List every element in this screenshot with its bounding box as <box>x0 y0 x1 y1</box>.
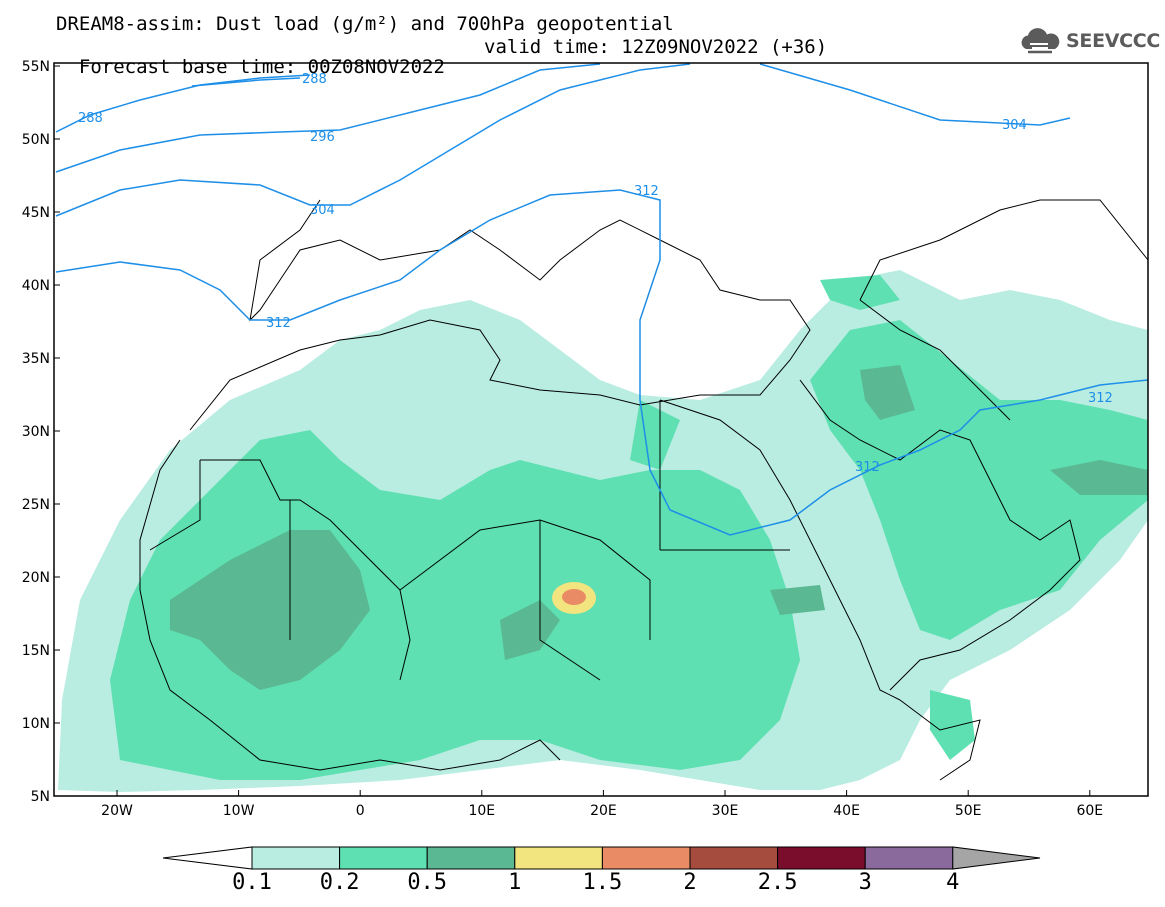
colorbar-segment <box>601 846 691 870</box>
colorbar-label: 2.5 <box>757 870 798 895</box>
lat-label: 55N <box>22 59 50 75</box>
contour-label: 312 <box>634 184 659 199</box>
lon-label: 0 <box>356 803 365 819</box>
lat-label: 20N <box>22 570 50 586</box>
seevccc-logo: SEEVCCC <box>1018 26 1160 56</box>
lat-label: 40N <box>22 278 50 294</box>
lon-label: 40E <box>833 803 860 819</box>
contour-label: 288 <box>302 72 327 87</box>
colorbar <box>162 846 1041 870</box>
contour-label: 312 <box>1088 391 1113 406</box>
colorbar-segment <box>864 846 954 870</box>
colorbar-label: 1 <box>508 870 522 895</box>
contour-label: 288 <box>78 111 103 126</box>
lon-label: 20W <box>101 803 133 819</box>
colorbar-segment <box>689 846 779 870</box>
contour-label: 304 <box>1002 118 1027 133</box>
lat-label: 5N <box>31 789 50 805</box>
contour-label: 304 <box>310 203 335 218</box>
lat-label: 50N <box>22 132 50 148</box>
colorbar-label: 0.2 <box>319 870 360 895</box>
lat-label: 25N <box>22 497 50 513</box>
latitude-axis: 55N 50N 45N 40N 35N 30N 25N 20N 15N 10N 5N <box>22 59 60 805</box>
lat-label: 45N <box>22 205 50 221</box>
lat-label: 35N <box>22 351 50 367</box>
lon-label: 60E <box>1076 803 1103 819</box>
longitude-axis: 20W 10W 0 10E 20E 30E 40E 50E 60E <box>101 790 1103 819</box>
lon-label: 20E <box>590 803 617 819</box>
colorbar-label: 3 <box>858 870 872 895</box>
cloud-icon <box>1021 28 1060 54</box>
colorbar-segment <box>426 846 516 870</box>
colorbar-label: 4 <box>946 870 960 895</box>
colorbar-label: 2 <box>683 870 697 895</box>
lat-label: 10N <box>22 716 50 732</box>
base-time: Forecast base time: 00Z08NOV2022 <box>78 56 445 78</box>
lon-label: 10E <box>468 803 495 819</box>
lon-label: 10W <box>223 803 255 819</box>
colorbar-segment <box>777 846 866 870</box>
contour-label: 312 <box>266 316 291 331</box>
chart-title: DREAM8-assim: Dust load (g/m²) and 700hP… <box>56 13 674 35</box>
map-border <box>53 62 1149 797</box>
contour-labels: 288 288 296 304 304 312 312 312 312 <box>78 72 1113 475</box>
logo-text: SEEVCCC <box>1066 30 1161 52</box>
colorbar-high-arrow <box>952 846 1041 870</box>
colorbar-label: 0.5 <box>407 870 448 895</box>
lat-label: 15N <box>22 643 50 659</box>
valid-time: valid time: 12Z09NOV2022 (+36) <box>484 36 828 58</box>
lat-label: 30N <box>22 424 50 440</box>
colorbar-segment <box>339 846 428 870</box>
chart-subtitle: Forecast base time: 00Z08NOV2022 valid t… <box>56 37 827 97</box>
colorbar-label: 1.5 <box>582 870 623 895</box>
colorbar-segment <box>251 846 341 870</box>
contour-label: 312 <box>855 460 880 475</box>
colorbar-label: 0.1 <box>232 870 272 895</box>
geopotential-contours <box>55 63 1148 536</box>
coastlines <box>139 199 1148 781</box>
lon-label: 30E <box>712 803 739 819</box>
dust-field <box>58 270 1148 792</box>
colorbar-low-arrow <box>162 846 253 870</box>
contour-label: 296 <box>310 130 335 145</box>
lon-label: 50E <box>955 803 982 819</box>
colorbar-segment <box>514 846 603 870</box>
